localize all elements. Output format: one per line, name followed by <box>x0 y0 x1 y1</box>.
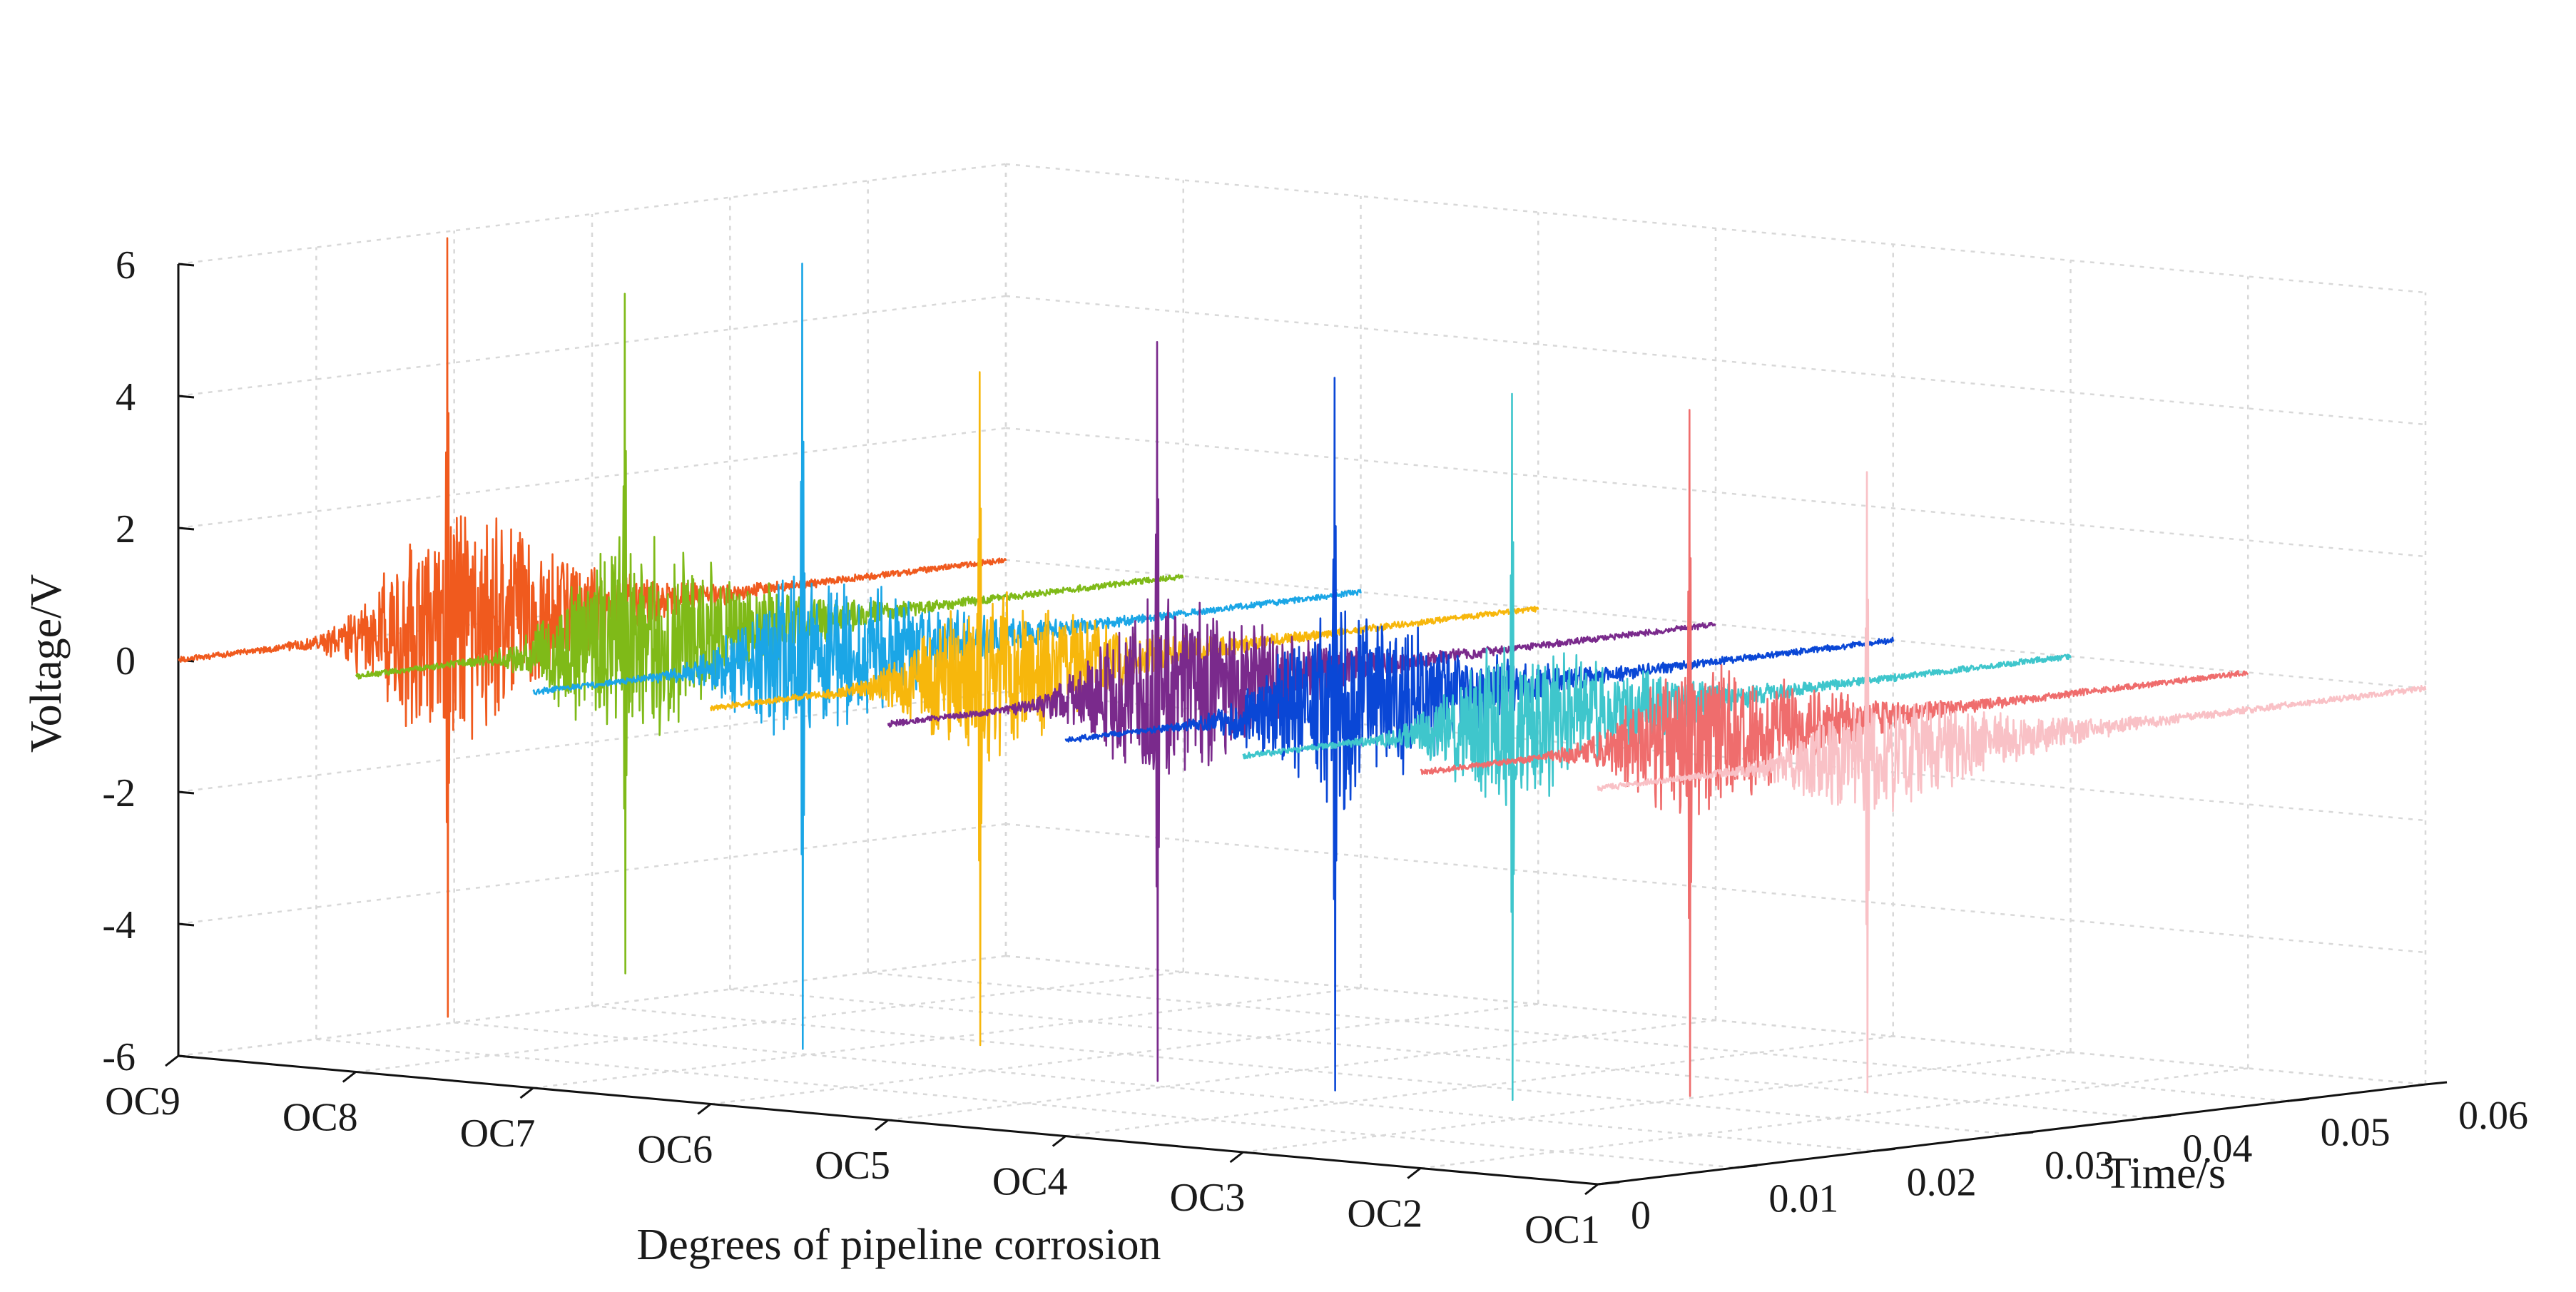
category-tick <box>875 1119 889 1131</box>
category-tick <box>1229 1151 1244 1164</box>
category-tick <box>697 1103 712 1115</box>
time-tick-label: 0.03 <box>2045 1144 2114 1188</box>
grid-line <box>1005 427 2426 558</box>
time-tick <box>1597 1181 1620 1186</box>
category-tick <box>1584 1183 1599 1196</box>
category-tick-label: OC2 <box>1347 1192 1422 1236</box>
category-tick <box>342 1071 357 1083</box>
voltage-tick-label: 4 <box>116 375 136 419</box>
series-layer <box>178 237 2427 1101</box>
time-tick-label: 0.06 <box>2458 1094 2528 1138</box>
grid-line <box>711 1003 1539 1105</box>
voltage-tick <box>178 790 195 795</box>
voltage-tick-label: 6 <box>116 243 136 288</box>
category-tick-label: OC5 <box>815 1144 890 1188</box>
time-tick-label: 0.01 <box>1768 1177 1838 1221</box>
category-tick-label: OC9 <box>105 1079 180 1124</box>
grid-line <box>730 988 2150 1119</box>
voltage-tick-label: -2 <box>102 771 136 815</box>
series-oc9 <box>178 237 1007 1018</box>
voltage-tick <box>178 1054 195 1059</box>
grid-line <box>533 987 1361 1089</box>
grid-line <box>591 1004 2012 1136</box>
time-tick <box>1873 1147 1895 1152</box>
voltage-tick <box>178 527 195 531</box>
grid-line <box>867 972 2288 1102</box>
grid-line <box>316 1038 1736 1169</box>
grid-line <box>454 1022 1874 1152</box>
category-tick-label: OC3 <box>1170 1176 1246 1220</box>
time-tick-label: 0.05 <box>2321 1110 2391 1154</box>
time-tick <box>2149 1114 2172 1119</box>
axes-layer <box>165 263 2448 1196</box>
category-tick-label: OC7 <box>460 1112 536 1156</box>
time-tick <box>2425 1081 2448 1086</box>
series-oc3 <box>1242 392 2072 1101</box>
time-tick-label: 0 <box>1631 1194 1651 1238</box>
time-tick <box>1736 1164 1758 1169</box>
series-oc5 <box>887 341 1716 1082</box>
series-oc1 <box>1597 471 2427 1094</box>
voltage-tick-label: -4 <box>102 903 136 947</box>
category-tick <box>519 1087 534 1099</box>
grid-line <box>1005 559 2426 690</box>
time-tick <box>2011 1131 2034 1136</box>
grid-line <box>355 971 1183 1073</box>
voltage-tick <box>178 263 195 267</box>
voltage-tick-label: 2 <box>116 507 136 551</box>
grid-line <box>1005 955 2426 1086</box>
category-tick-label: OC8 <box>282 1096 358 1140</box>
voltage-tick-label: 0 <box>116 639 136 683</box>
category-tick-label: OC4 <box>992 1160 1068 1204</box>
voltage-tick <box>178 395 195 399</box>
category-tick <box>1052 1135 1066 1147</box>
voltage-tick-label: -6 <box>102 1035 136 1079</box>
time-tick <box>2287 1097 2309 1102</box>
time-tick-label: 0.04 <box>2182 1127 2252 1171</box>
x-axis-title: Degrees of pipeline corrosion <box>636 1221 1161 1269</box>
voltage-axis-title: Voltage/V <box>22 574 71 753</box>
time-axis-title: Time/s <box>2104 1149 2226 1198</box>
time-tick-label: 0.02 <box>1907 1160 1977 1204</box>
category-tick <box>1407 1167 1422 1179</box>
category-tick-label: OC1 <box>1524 1208 1600 1252</box>
category-tick <box>165 1054 179 1067</box>
category-tick-label: OC6 <box>637 1128 713 1172</box>
voltage-tick <box>178 922 195 927</box>
series-oc6 <box>710 371 1539 1047</box>
